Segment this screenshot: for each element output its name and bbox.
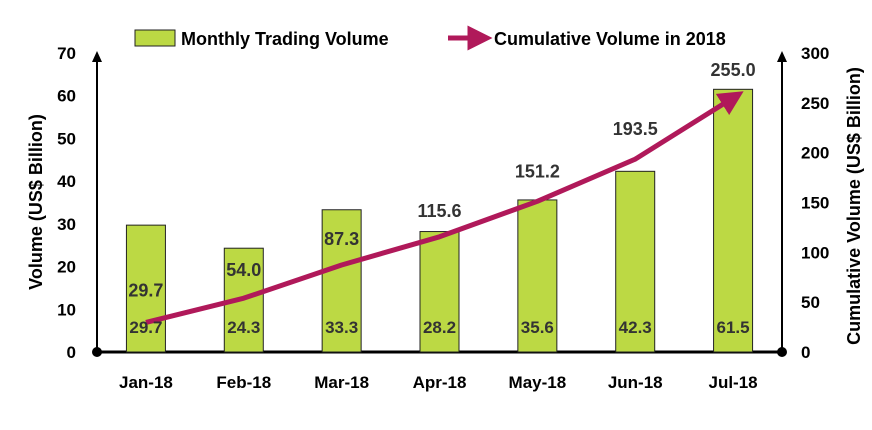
y-tick-label: 20 (57, 258, 76, 277)
y2-tick-label: 150 (801, 194, 829, 213)
y-axis-title: Volume (US$ Billion) (26, 114, 46, 290)
y-tick-label: 10 (57, 300, 76, 319)
bar-value-label: 28.2 (423, 318, 456, 337)
x-tick-label: Jul-18 (709, 373, 758, 392)
bar (321, 209, 362, 353)
x-tick-label: Jun-18 (608, 373, 663, 392)
cumulative-value-label: 54.0 (226, 260, 261, 280)
y2-axis-title: Cumulative Volume (US$ Billion) (844, 67, 864, 345)
y2-tick-label: 200 (801, 144, 829, 163)
x-tick-label: Mar-18 (314, 373, 369, 392)
cumulative-value-label: 115.6 (417, 201, 461, 221)
y-tick-label: 60 (57, 87, 76, 106)
bar-value-label: 61.5 (717, 318, 750, 337)
y-tick-label: 0 (67, 343, 76, 362)
y2-tick-label: 250 (801, 94, 829, 113)
y-tick-label: 30 (57, 215, 76, 234)
legend: Monthly Trading Volume Cumulative Volume… (134, 25, 726, 51)
y2-tick-label: 100 (801, 243, 829, 262)
y-tick-label: 70 (57, 44, 76, 63)
cumulative-value-label: 255.0 (711, 60, 756, 80)
y-tick-label: 40 (57, 172, 76, 191)
bar-value-label: 33.3 (325, 318, 358, 337)
x-tick-label: Jan-18 (119, 373, 173, 392)
cumulative-value-label: 29.7 (128, 280, 163, 300)
cumulative-value-label: 193.5 (613, 119, 658, 139)
y2-axis-arrow-icon (777, 51, 787, 62)
cumulative-value-label: 151.2 (515, 161, 560, 181)
bar-value-label: 24.3 (227, 318, 260, 337)
x-tick-label: Feb-18 (216, 373, 271, 392)
x-tick-label: May-18 (509, 373, 567, 392)
y2-tick-label: 300 (801, 44, 829, 63)
y-tick-label: 50 (57, 129, 76, 148)
bar (419, 231, 460, 353)
x-axis-right-dot (777, 347, 787, 357)
y-axis-arrow-icon (92, 51, 102, 62)
bar (517, 199, 558, 353)
cumulative-value-label: 87.3 (324, 229, 359, 249)
y2-tick-label: 50 (801, 293, 820, 312)
legend-line-label: Cumulative Volume in 2018 (494, 29, 726, 49)
cumulative-line (145, 91, 744, 325)
data-labels: 29.7 24.3 33.3 28.2 35.6 42.3 61.5 29.7 54.0 87.3… (128, 60, 755, 337)
legend-bar-swatch (134, 29, 176, 47)
y2-tick-label: 0 (801, 343, 810, 362)
legend-bar-label: Monthly Trading Volume (181, 29, 389, 49)
cumulative-line-layer (145, 91, 744, 325)
bar (615, 170, 656, 353)
bar (125, 224, 166, 353)
x-tick-label: Apr-18 (413, 373, 467, 392)
bar-value-label: 42.3 (619, 318, 652, 337)
bar-value-label: 29.7 (129, 318, 162, 337)
x-axis-left-dot (92, 347, 102, 357)
bar-value-label: 35.6 (521, 318, 554, 337)
bars (125, 88, 754, 353)
bar (713, 88, 754, 353)
